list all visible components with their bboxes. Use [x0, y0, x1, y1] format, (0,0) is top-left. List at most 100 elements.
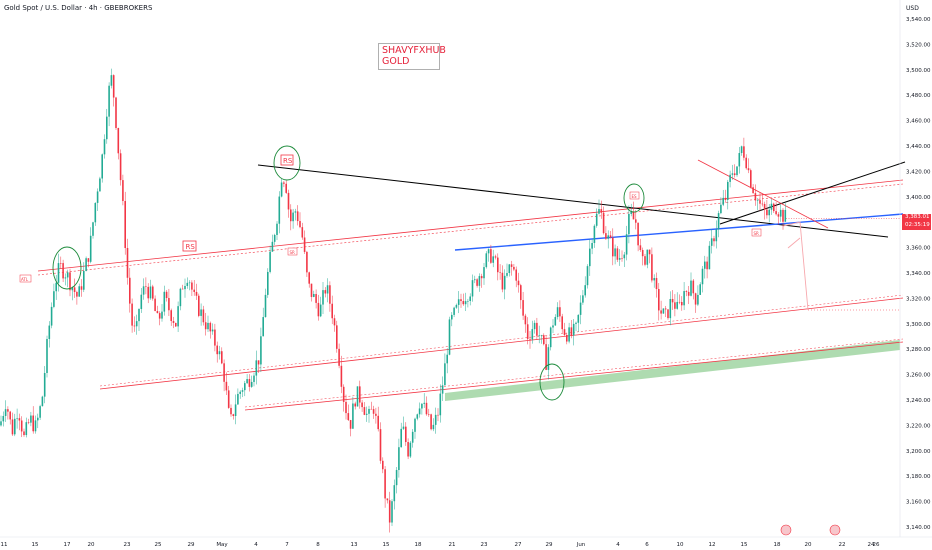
- candle-body: [142, 286, 145, 295]
- time-tick-label: 7: [285, 542, 289, 548]
- candle-body: [687, 291, 690, 296]
- currency-label: USD: [906, 5, 919, 12]
- time-axis: 11 15 17 20 23 25 29 May 4 7 8 13 15 18 21 23 27 29 Jun 4 6 1…: [0, 536, 932, 548]
- candle-body: [600, 209, 603, 213]
- candle-body: [287, 192, 290, 210]
- candle-body: [595, 213, 598, 226]
- candle-body: [616, 248, 619, 260]
- candle-body: [699, 284, 701, 295]
- candle-body: [149, 286, 152, 299]
- candle-body: [379, 429, 382, 461]
- candle-body: [234, 404, 237, 416]
- candle-body: [561, 316, 563, 330]
- candle-body: [165, 291, 168, 299]
- candle-body: [664, 308, 667, 310]
- candle-body: [572, 323, 575, 336]
- us-flag-event-icon[interactable]: [829, 524, 841, 536]
- candle-body: [614, 248, 616, 257]
- current-price-value: 3,383.01: [905, 214, 930, 220]
- candle-body: [618, 258, 621, 260]
- candle-body: [455, 304, 458, 308]
- candle-body: [501, 272, 504, 290]
- short-red-trendline: [697, 159, 829, 229]
- candle-body: [246, 379, 248, 384]
- candle-body: [248, 379, 251, 387]
- candle-body: [513, 266, 515, 270]
- candle-body: [386, 498, 389, 501]
- time-tick-label: 21: [449, 542, 456, 548]
- candle-body: [446, 354, 448, 364]
- rs-circled-label: RS: [283, 157, 293, 165]
- candle-body: [701, 268, 704, 285]
- candle-body: [138, 308, 140, 322]
- candle-body: [706, 261, 708, 270]
- candle-body: [593, 225, 596, 244]
- us-flag-event-icon[interactable]: [780, 524, 792, 536]
- price-axis: 3,140.00 3,160.00 3,180.00 3,200.00 3,220.00…: [899, 0, 931, 537]
- candle-body: [740, 146, 743, 154]
- candle-body: [214, 329, 216, 346]
- candle-body: [23, 431, 25, 436]
- candle-body: [407, 442, 409, 457]
- time-tick-label: 24: [868, 542, 875, 548]
- candle-body: [425, 402, 428, 415]
- candle-body: [685, 291, 688, 292]
- candle-body: [457, 299, 460, 305]
- candle-body: [591, 243, 593, 249]
- candle-body: [356, 386, 359, 407]
- candle-body: [62, 263, 64, 279]
- candle-body: [478, 276, 481, 286]
- candle-body: [547, 347, 550, 370]
- candle-body: [80, 286, 83, 290]
- candle-body: [552, 325, 554, 328]
- candle-body: [437, 414, 439, 416]
- candle-body: [402, 426, 405, 429]
- candle-body: [524, 315, 527, 325]
- author-watermark: SHAVYFXHUB GOLD: [378, 43, 446, 70]
- candle-body: [85, 258, 87, 271]
- time-tick-label: 22: [839, 542, 846, 548]
- candle-body: [161, 311, 163, 319]
- candle-body: [110, 75, 113, 86]
- candle-body: [133, 325, 136, 327]
- time-tick-label: 15: [383, 542, 390, 548]
- candle-body: [405, 426, 407, 443]
- candle-body: [253, 375, 255, 382]
- candle-body: [117, 128, 120, 154]
- candle-body: [87, 258, 90, 262]
- candle-body: [750, 170, 752, 188]
- time-tick-label: 20: [805, 542, 812, 548]
- candle-body: [283, 182, 285, 184]
- candle-body: [713, 238, 715, 242]
- candle-body: [384, 469, 386, 499]
- small-tag: ES: [632, 194, 638, 199]
- candle-body: [416, 414, 419, 419]
- candle-body: [53, 291, 55, 307]
- candle-body: [775, 211, 777, 215]
- candle-body: [30, 415, 32, 423]
- candle-body: [538, 335, 540, 336]
- channel-lower-red-dashed: [99, 294, 904, 387]
- candle-body: [655, 278, 658, 290]
- candle-body: [678, 301, 681, 303]
- candle-body: [264, 294, 267, 318]
- time-tick-label: Jun: [576, 542, 586, 548]
- candle-body: [140, 294, 143, 309]
- candle-body: [508, 264, 511, 274]
- candle-body: [607, 235, 609, 239]
- candle-body: [784, 209, 787, 222]
- candle-body: [653, 278, 655, 281]
- candle-body: [191, 282, 193, 290]
- candle-body: [135, 321, 138, 327]
- candle-body: [333, 318, 336, 326]
- candle-body: [290, 209, 292, 222]
- candle-body: [533, 322, 536, 330]
- time-tick-label: 13: [351, 542, 358, 548]
- candle-body: [200, 309, 202, 316]
- price-tick-label: 3,360.00: [906, 246, 931, 252]
- candle-body: [400, 428, 402, 448]
- candle-body: [428, 414, 430, 415]
- rising-black-trendline: [719, 161, 906, 225]
- candle-body: [515, 269, 517, 281]
